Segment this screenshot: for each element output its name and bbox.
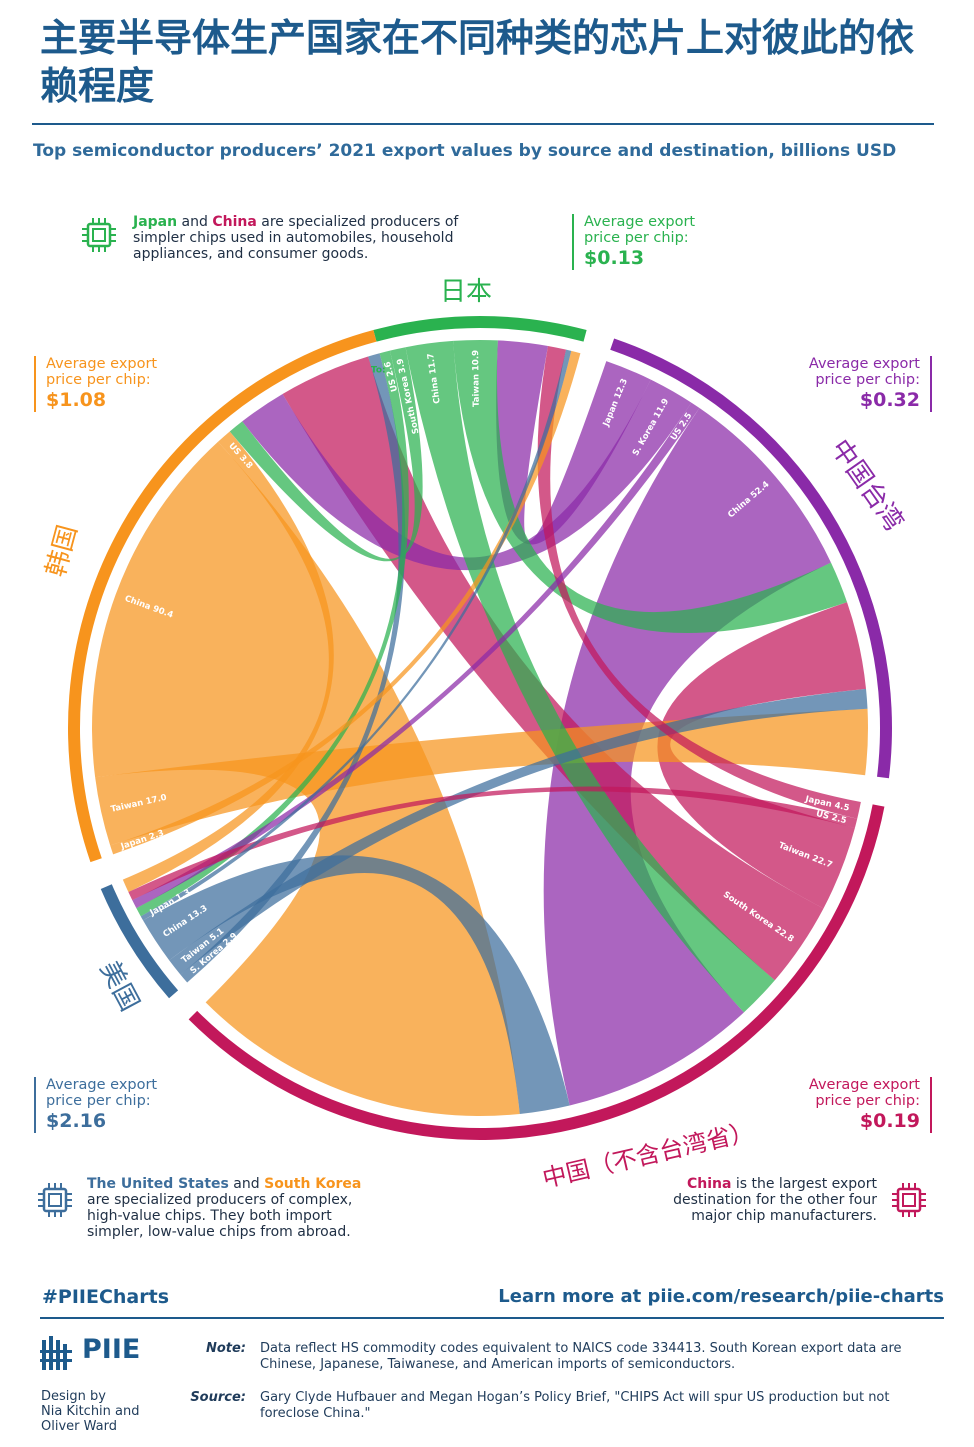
chip-icon-blue bbox=[36, 1181, 74, 1219]
ribbon-us-to-china bbox=[143, 855, 570, 1114]
node-label-japan: 日本 bbox=[440, 277, 492, 307]
note-text: Data reflect HS commodity codes equivale… bbox=[260, 1341, 902, 1372]
ribbon-taiwan-to-japan bbox=[496, 340, 651, 545]
arc-china bbox=[188, 804, 885, 1140]
note-china-destination: China is the largest export destination … bbox=[673, 1176, 877, 1224]
price-china: Average export price per chip: $0.19 bbox=[770, 1077, 932, 1133]
page-title: 主要半导体生产国家在不同种类的芯片上对彼此的依赖程度 bbox=[40, 16, 915, 108]
price-us: Average export price per chip: $2.16 bbox=[34, 1077, 196, 1133]
ribbon-japan-to-taiwan bbox=[453, 340, 848, 634]
ribbon-japan-to-korea bbox=[229, 347, 423, 562]
price-taiwan: Average export price per chip: $0.32 bbox=[770, 356, 932, 412]
arcs-layer bbox=[68, 316, 892, 1140]
flow-label-japan-to-taiwan: Taiwan 10.9 bbox=[471, 350, 482, 407]
note-japan-china: Japan and China are specialized producer… bbox=[133, 214, 459, 262]
price-japan: Average export price per chip: $0.13 bbox=[572, 214, 734, 270]
ribbon-japan-to-china bbox=[405, 340, 775, 1013]
note-label: Note: bbox=[205, 1341, 246, 1356]
ribbons-layer bbox=[92, 340, 868, 1116]
title-divider bbox=[32, 123, 934, 125]
chip-icon-green bbox=[80, 216, 118, 254]
ribbon-korea-to-taiwan bbox=[95, 708, 868, 846]
learn-more-link[interactable]: Learn more at piie.com/research/piie-cha… bbox=[498, 1286, 944, 1307]
note-us-korea: The United States and South Korea are sp… bbox=[87, 1176, 362, 1240]
footer-divider bbox=[40, 1317, 944, 1319]
piie-logo-text[interactable]: PIIE bbox=[82, 1334, 141, 1365]
ribbon-taiwan-to-china bbox=[543, 408, 831, 1106]
design-credits: Design by Nia Kitchin and Oliver Ward bbox=[41, 1389, 140, 1434]
piie-logo-icon bbox=[40, 1336, 74, 1372]
chip-icon-red bbox=[890, 1181, 928, 1219]
to-marker: To: bbox=[371, 365, 386, 375]
ribbon-taiwan-to-korea bbox=[242, 379, 692, 571]
hashtag-link[interactable]: #PIIECharts bbox=[42, 1286, 170, 1308]
ribbon-china-to-taiwan bbox=[657, 602, 867, 909]
node-label-us: 美国 bbox=[94, 956, 145, 1016]
price-korea: Average export price per chip: $1.08 bbox=[34, 356, 196, 412]
arc-taiwan bbox=[610, 338, 892, 779]
node-label-korea: 韩国 bbox=[41, 522, 83, 580]
chart-subtitle: Top semiconductor producers’ 2021 export… bbox=[33, 141, 897, 161]
arc-japan bbox=[373, 316, 587, 342]
source-label: Source: bbox=[190, 1390, 246, 1405]
source-text: Gary Clyde Hufbauer and Megan Hogan’s Po… bbox=[260, 1390, 890, 1421]
arc-us bbox=[100, 884, 179, 999]
node-label-taiwan: 中国台湾 bbox=[824, 434, 908, 536]
